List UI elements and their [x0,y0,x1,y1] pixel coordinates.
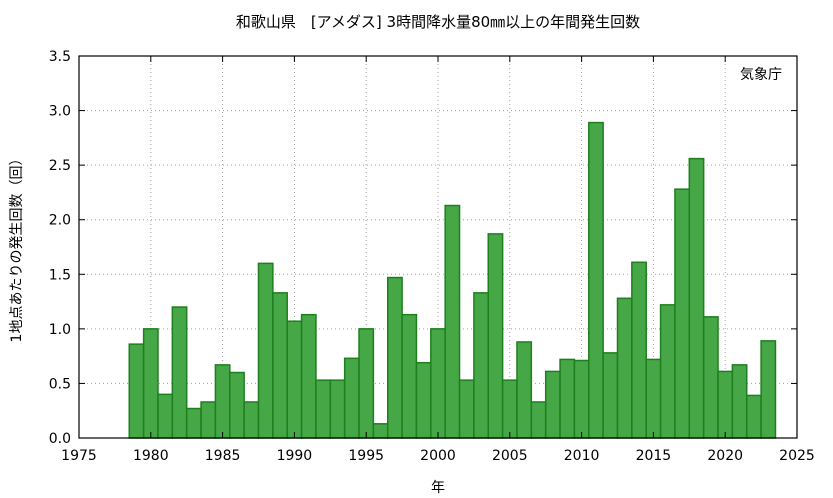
source-annotation: 気象庁 [740,67,782,83]
x-tick-label: 2025 [779,448,815,464]
bar-2021 [731,364,748,439]
bar-2018 [688,157,705,439]
bars [128,121,777,439]
bar-1980 [142,328,159,439]
bar-1991 [300,313,317,439]
y-tick-label: 1.0 [49,322,71,338]
bar-1982 [171,306,188,439]
bar-1983 [185,407,202,439]
y-tick-label: 0.5 [49,376,71,392]
y-tick-label: 0.0 [49,431,71,447]
bar-2004 [487,233,504,439]
bar-2009 [559,358,576,439]
x-tick-label: 1995 [348,448,384,464]
x-tick-label: 2020 [707,448,743,464]
x-tick-label: 2000 [420,448,456,464]
bar-1998 [401,313,418,439]
bar-2002 [458,379,475,439]
bar-2000 [430,328,446,439]
bar-2001 [444,204,461,439]
x-tick-label: 2010 [564,448,600,464]
bar-2007 [530,401,547,439]
y-tick-label: 3.5 [49,49,71,65]
bar-2022 [745,394,762,439]
y-tick-label: 3.0 [49,104,71,120]
bar-1979 [128,343,145,439]
bar-1981 [157,393,174,439]
x-axis-label: 年 [431,480,445,496]
y-tick-label: 2.5 [49,158,71,174]
bar-2020 [717,370,734,439]
bar-2016 [659,304,676,439]
bar-1994 [343,357,360,439]
bar-1984 [200,401,217,439]
bar-2013 [616,297,633,439]
bar-2008 [544,370,561,439]
bar-2023 [760,340,777,439]
x-tick-label: 1980 [133,448,169,464]
bar-2015 [645,358,662,439]
bar-2005 [501,379,518,439]
bar-2017 [674,188,691,439]
tick-labels: 0.0 0.5 1.0 1.5 2.0 2.5 3.0 3.5 1975 1980 1985 1990… [49,49,815,464]
bar-1996 [372,423,389,439]
bar-2006 [516,341,533,439]
bar-2011 [588,121,604,439]
bar-1990 [286,320,303,439]
x-tick-label: 1990 [277,448,313,464]
bar-1985 [214,364,231,439]
chart-title: 和歌山県 [アメダス] 3時間降水量80㎜以上の年間発生回数 [236,13,640,31]
bar-1986 [229,371,245,439]
x-tick-label: 2005 [492,448,528,464]
plot-frame [78,55,798,439]
bar-2003 [473,292,490,439]
bar-1988 [257,262,274,439]
bar-1987 [243,401,260,439]
bar-2012 [602,352,619,439]
bar-2014 [631,261,647,439]
bar-1989 [272,292,288,439]
y-tick-label: 1.5 [49,267,71,283]
y-tick-label: 2.0 [49,213,71,229]
bar-1993 [329,379,346,439]
x-tick-label: 1985 [205,448,241,464]
bar-1997 [386,276,403,439]
bar-1995 [358,328,375,439]
bar-1992 [315,379,332,439]
y-axis-label: 1地点あたりの発生回数（回） [9,152,25,343]
x-tick-label: 1975 [61,448,97,464]
bar-2010 [573,359,590,439]
bar-1999 [415,361,432,439]
bar-2019 [702,316,719,439]
x-tick-label: 2015 [636,448,672,464]
